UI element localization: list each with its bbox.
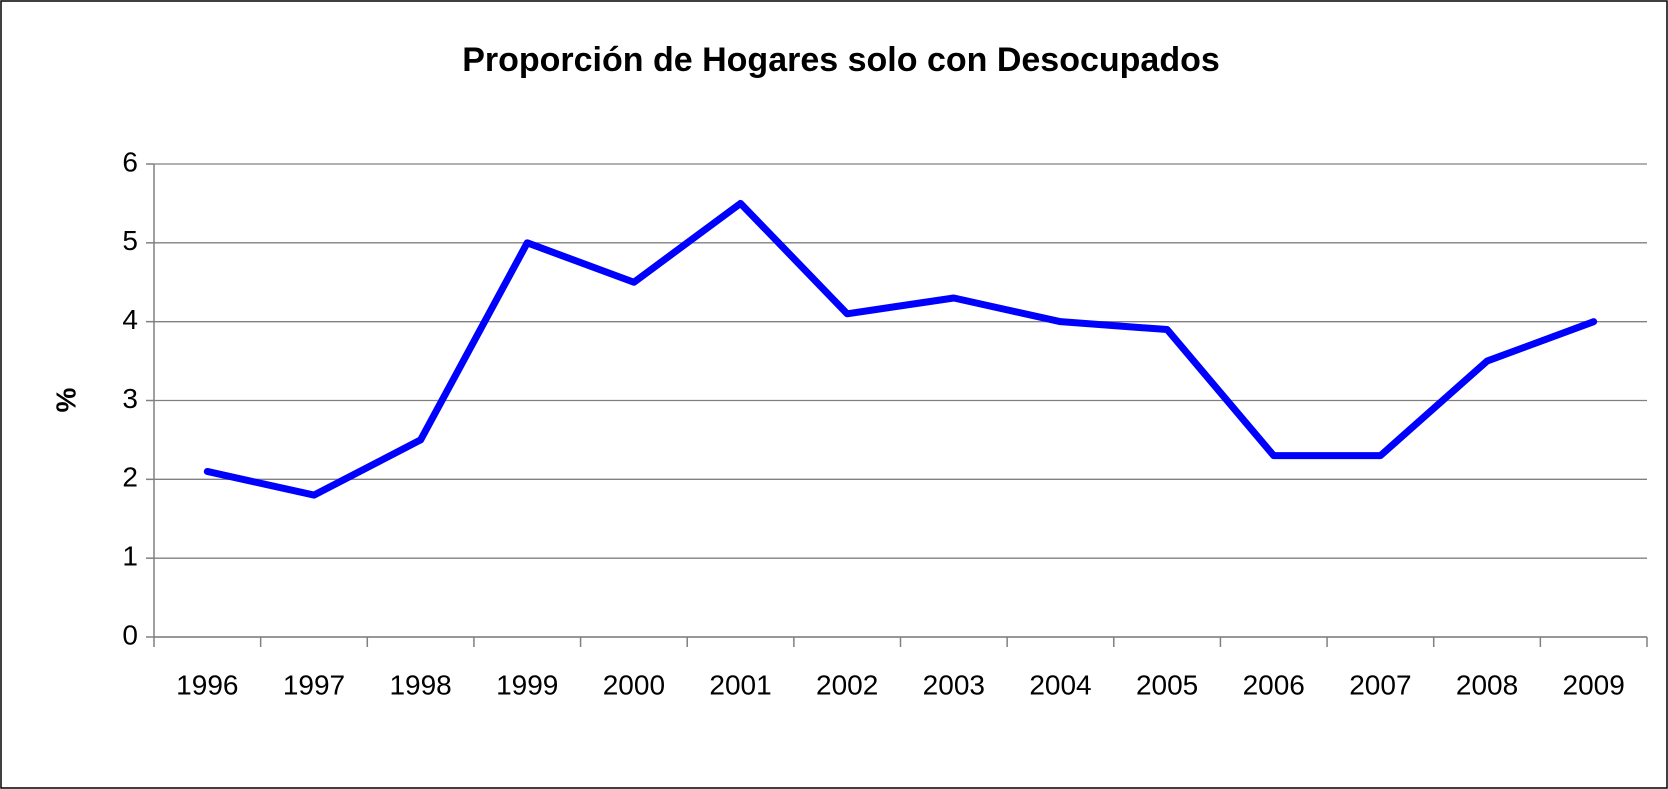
y-tick-label: 6 — [122, 146, 138, 177]
data-line — [203, 199, 1598, 499]
x-tick-label: 2002 — [816, 669, 878, 700]
x-tick-label: 2008 — [1456, 669, 1518, 700]
x-tick-label: 1997 — [283, 669, 345, 700]
x-tick-label: 2000 — [603, 669, 665, 700]
y-tick-label: 1 — [122, 541, 138, 572]
x-tick-label: 2007 — [1349, 669, 1411, 700]
y-tick-label: 3 — [122, 383, 138, 414]
x-tick-label: 2006 — [1243, 669, 1305, 700]
x-tick-label: 1996 — [176, 669, 238, 700]
x-tick-label: 2004 — [1029, 669, 1091, 700]
chart-title: Proporción de Hogares solo con Desocupad… — [462, 41, 1220, 79]
y-axis-label: % — [50, 387, 81, 412]
y-tick-label: 5 — [122, 225, 138, 256]
y-tick-label: 0 — [122, 619, 138, 650]
x-tick-label: 2003 — [923, 669, 985, 700]
x-tick-label: 1999 — [496, 669, 558, 700]
x-tick-label: 2005 — [1136, 669, 1198, 700]
x-tick-label: 2001 — [709, 669, 771, 700]
x-tick-label: 1998 — [389, 669, 451, 700]
y-tick-label: 4 — [122, 304, 138, 335]
y-tick-label: 2 — [122, 462, 138, 493]
x-tick-label: 2009 — [1563, 669, 1625, 700]
